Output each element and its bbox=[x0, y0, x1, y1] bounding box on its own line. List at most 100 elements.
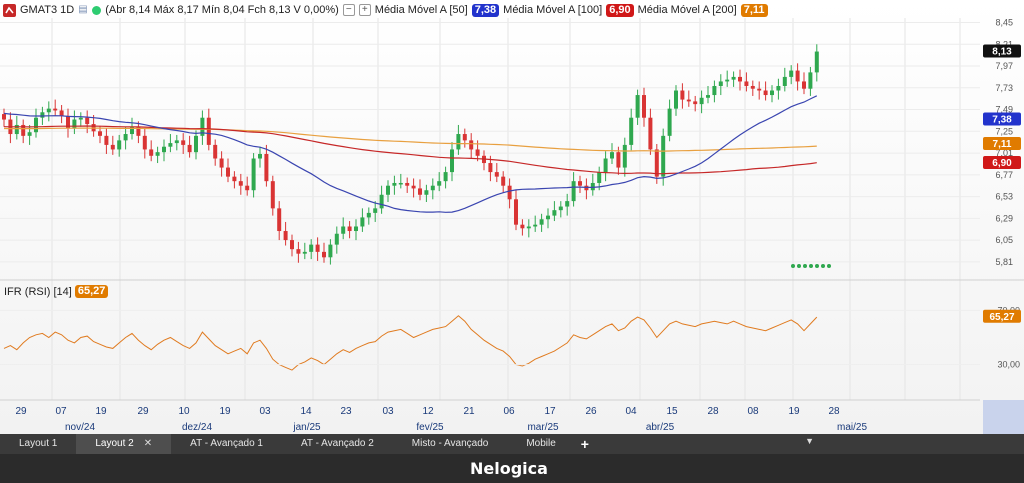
candle-body bbox=[744, 81, 749, 86]
tab-at-avancado-1[interactable]: AT - Avançado 1 bbox=[171, 434, 282, 454]
ticker-label[interactable]: GMAT3 1D bbox=[20, 4, 75, 16]
candle-body bbox=[738, 76, 742, 82]
candle-body bbox=[411, 185, 416, 189]
collapse-button[interactable]: − bbox=[342, 4, 355, 16]
ma200-label[interactable]: Média Móvel A [200] bbox=[637, 4, 737, 16]
close-icon[interactable]: ✕ bbox=[143, 438, 153, 449]
date-tick-label: 04 bbox=[625, 406, 637, 417]
ma100-label[interactable]: Média Móvel A [100] bbox=[503, 4, 603, 16]
month-label: nov/24 bbox=[65, 422, 95, 433]
date-tick-label: 14 bbox=[300, 406, 312, 417]
date-tick-label: 03 bbox=[259, 406, 271, 417]
candle-body bbox=[21, 124, 26, 136]
candle-body bbox=[462, 134, 467, 141]
candle-body bbox=[693, 101, 698, 105]
chart-area[interactable]: 8,45 8,21 7,97 7,73 7,49 7,25 7,01 6,77 6,53 6,29… bbox=[0, 0, 1024, 434]
tab-at-avancado-2[interactable]: AT - Avançado 2 bbox=[282, 434, 393, 454]
date-tick-label: 23 bbox=[340, 406, 352, 417]
tab-menu-chevron-icon[interactable]: ▼ bbox=[805, 436, 814, 446]
candle-body bbox=[686, 99, 691, 102]
candle-body bbox=[494, 172, 499, 177]
date-tick-label: 19 bbox=[219, 406, 231, 417]
price-tick-label: 7,97 bbox=[995, 61, 1013, 71]
candle-body bbox=[757, 88, 762, 91]
tab-mobile[interactable]: Mobile bbox=[507, 434, 574, 454]
last-price-badge: 8,13 bbox=[992, 47, 1012, 58]
candle-body bbox=[386, 185, 390, 195]
date-tick-label: 28 bbox=[828, 406, 840, 417]
signal-dot bbox=[821, 264, 825, 268]
ma200-axis-badge: 7,11 bbox=[993, 139, 1012, 150]
tab-misto-avancado[interactable]: Misto - Avançado bbox=[393, 434, 508, 454]
price-tick-label: 6,29 bbox=[995, 213, 1013, 223]
price-tick-label: 7,49 bbox=[995, 105, 1013, 115]
candle-body bbox=[514, 199, 518, 225]
ma50-label[interactable]: Média Móvel A [50] bbox=[374, 4, 468, 16]
candle-body bbox=[354, 226, 358, 232]
candle-body bbox=[232, 176, 237, 182]
candle-body bbox=[347, 226, 352, 232]
candle-body bbox=[238, 181, 243, 186]
candle-body bbox=[443, 172, 448, 182]
tab-layout-1[interactable]: Layout 1 bbox=[0, 434, 76, 454]
candle-body bbox=[456, 134, 461, 150]
ma50-axis-badge-bg bbox=[983, 112, 1021, 126]
candle-body bbox=[782, 76, 787, 86]
tab-layout-2[interactable]: Layout 2 ✕ bbox=[76, 434, 172, 454]
candle-body bbox=[814, 51, 819, 73]
candle-body bbox=[46, 108, 51, 113]
candle-body bbox=[34, 117, 38, 133]
candle-body bbox=[469, 140, 474, 150]
month-label: fev/25 bbox=[416, 422, 444, 433]
candle-body bbox=[104, 135, 109, 145]
candle-body bbox=[366, 212, 371, 218]
signal-dot bbox=[815, 264, 819, 268]
candle-body bbox=[539, 219, 544, 225]
tab-label: AT - Avançado 2 bbox=[300, 438, 374, 449]
candle-body bbox=[136, 126, 141, 136]
tab-label: Layout 1 bbox=[19, 438, 58, 449]
candle-body bbox=[174, 140, 179, 144]
rsi-label[interactable]: IFR (RSI) [14] bbox=[4, 285, 72, 298]
date-tick-label: 03 bbox=[382, 406, 394, 417]
candle-body bbox=[674, 90, 678, 109]
candle-body bbox=[110, 144, 115, 150]
candle-body bbox=[149, 149, 154, 156]
candle-body bbox=[194, 135, 198, 153]
rsi-badge: 65,27 bbox=[74, 285, 109, 298]
candle-body bbox=[328, 244, 333, 258]
price-tick-label: 6,77 bbox=[995, 170, 1013, 180]
add-indicator-button[interactable]: + bbox=[358, 4, 371, 16]
price-tick-label: 8,21 bbox=[995, 39, 1013, 49]
candle-body bbox=[488, 163, 493, 173]
bars-icon[interactable]: ▤ bbox=[78, 4, 88, 15]
candle-body bbox=[622, 144, 627, 168]
candle-body bbox=[264, 153, 269, 182]
candle-body bbox=[680, 90, 685, 100]
candle-body bbox=[283, 231, 288, 241]
rsi-tick-label: 30,00 bbox=[997, 360, 1020, 370]
candle-body bbox=[501, 176, 506, 186]
ma50-line bbox=[3, 95, 818, 213]
candle-body bbox=[85, 117, 90, 125]
date-tick-label: 28 bbox=[707, 406, 719, 417]
candle-body bbox=[181, 140, 186, 145]
add-tab-button[interactable]: + bbox=[580, 436, 589, 452]
price-chart[interactable]: 8,45 8,21 7,97 7,73 7,49 7,25 7,01 6,77 6,53 6,29… bbox=[0, 0, 1024, 434]
candle-body bbox=[424, 190, 429, 195]
candle-body bbox=[290, 240, 294, 250]
candle-body bbox=[507, 185, 512, 200]
candle-body bbox=[795, 70, 800, 82]
month-label: dez/24 bbox=[182, 422, 212, 433]
candle-body bbox=[642, 95, 646, 118]
candle-body bbox=[53, 108, 58, 111]
tab-label: Mobile bbox=[526, 438, 556, 449]
candle-body bbox=[603, 158, 608, 173]
candle-body bbox=[616, 152, 621, 168]
candle-body bbox=[770, 90, 774, 96]
date-tick-label: 29 bbox=[137, 406, 149, 417]
candle-body bbox=[392, 182, 397, 186]
candle-body bbox=[667, 108, 672, 136]
candle-body bbox=[802, 81, 806, 89]
candle-body bbox=[437, 181, 442, 186]
